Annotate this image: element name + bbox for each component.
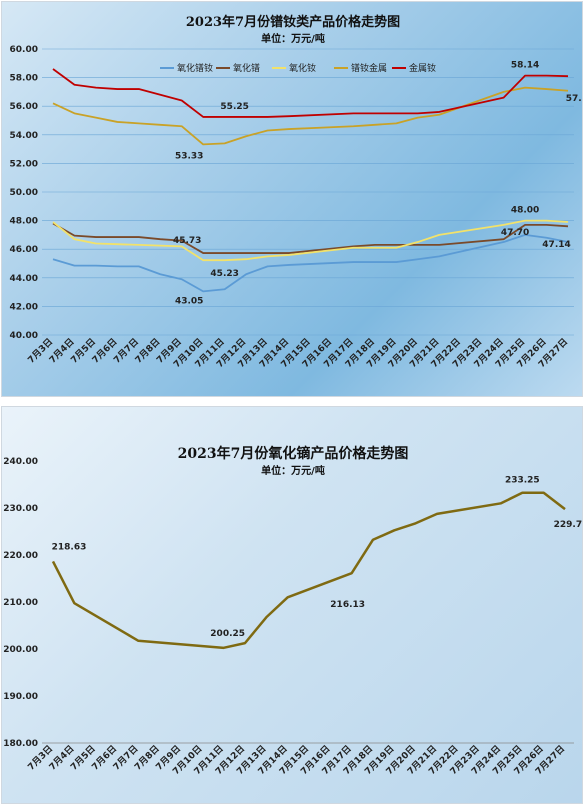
y-tick-label: 50.00 bbox=[10, 188, 38, 198]
chart-2-subtitle: 单位：万元/吨 bbox=[261, 464, 325, 477]
data-label: 216.13 bbox=[330, 600, 365, 610]
chart-panel-dysprosium-oxide: 2023年7月份氧化镝产品价格走势图 单位：万元/吨 180.00 190.00 2… bbox=[1, 406, 583, 804]
chart-2-svg: 2023年7月份氧化镝产品价格走势图 单位：万元/吨 180.00 190.00 2… bbox=[3, 445, 583, 777]
y-tick-label: 44.00 bbox=[10, 274, 38, 284]
chart-1-title: 2023年7月份镨钕类产品价格走势图 bbox=[186, 14, 400, 30]
y-tick-label: 46.00 bbox=[10, 245, 38, 255]
data-label: 53.33 bbox=[175, 151, 203, 161]
chart-panel-praseodymium-neodymium: 2023年7月份镨钕类产品价格走势图 单位：万元/吨 40.00 42.00 44.… bbox=[1, 1, 583, 397]
y-tick-label: 210.00 bbox=[3, 598, 38, 608]
series-line bbox=[52, 86, 569, 146]
data-label: 229.75 bbox=[554, 520, 583, 530]
y-tick-label: 180.00 bbox=[3, 739, 38, 749]
y-tick-label: 58.00 bbox=[10, 74, 38, 84]
chart-2-title: 2023年7月份氧化镝产品价格走势图 bbox=[178, 445, 409, 462]
legend-label: 氧化镨钕 bbox=[177, 62, 213, 74]
series-line bbox=[52, 68, 569, 118]
series-line bbox=[52, 222, 569, 254]
data-label: 45.23 bbox=[210, 269, 238, 279]
series-line bbox=[52, 233, 569, 293]
data-label: 218.63 bbox=[52, 542, 87, 552]
y-tick-label: 40.00 bbox=[10, 331, 38, 341]
data-label: 45.73 bbox=[173, 236, 201, 246]
y-tick-label: 42.00 bbox=[10, 302, 38, 312]
y-tick-label: 60.00 bbox=[10, 45, 38, 55]
data-label: 200.25 bbox=[210, 629, 245, 639]
data-label: 233.25 bbox=[505, 476, 540, 486]
legend-label: 镨钕金属 bbox=[351, 62, 387, 74]
series-line bbox=[52, 219, 569, 262]
data-label: 47.14 bbox=[542, 240, 570, 250]
data-label: 57.08 bbox=[566, 94, 583, 104]
y-tick-label: 240.00 bbox=[3, 457, 38, 467]
data-label: 47.70 bbox=[501, 228, 529, 238]
y-tick-label: 52.00 bbox=[10, 159, 38, 169]
series-line bbox=[51, 491, 566, 650]
y-tick-label: 190.00 bbox=[3, 692, 38, 702]
y-tick-label: 48.00 bbox=[10, 217, 38, 227]
y-tick-label: 220.00 bbox=[3, 551, 38, 561]
y-tick-label: 230.00 bbox=[3, 504, 38, 514]
data-label: 43.05 bbox=[175, 296, 203, 306]
data-label: 55.25 bbox=[220, 102, 248, 112]
data-label: 58.14 bbox=[511, 61, 539, 71]
data-label: 48.00 bbox=[511, 206, 539, 216]
legend-label: 金属钕 bbox=[409, 62, 436, 74]
chart-1-subtitle: 单位：万元/吨 bbox=[261, 32, 325, 45]
y-tick-label: 56.00 bbox=[10, 102, 38, 112]
legend-label: 氧化钕 bbox=[289, 62, 316, 74]
y-tick-label: 54.00 bbox=[10, 131, 38, 141]
y-tick-label: 200.00 bbox=[3, 645, 38, 655]
chart-1-svg: 2023年7月份镨钕类产品价格走势图 单位：万元/吨 40.00 42.00 44.… bbox=[10, 14, 583, 370]
legend-label: 氧化镨 bbox=[233, 62, 260, 74]
